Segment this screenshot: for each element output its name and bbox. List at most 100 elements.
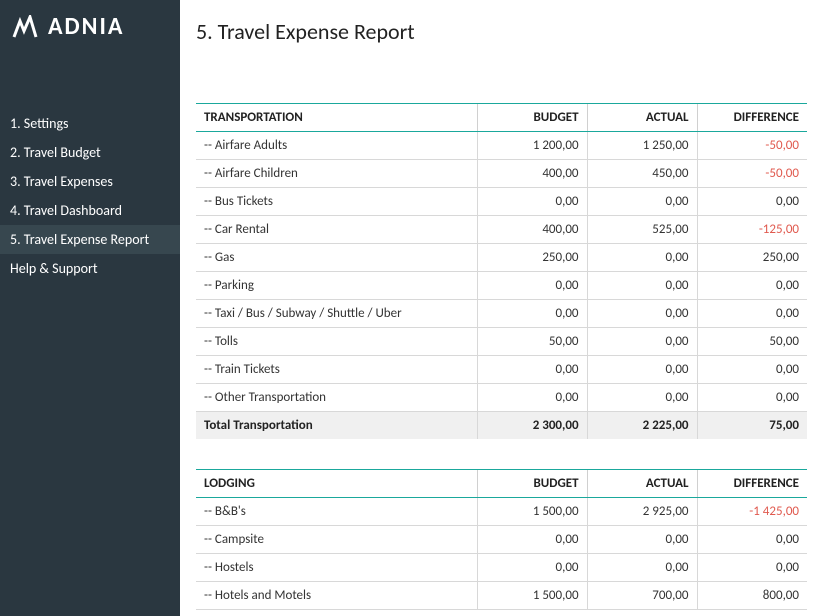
cell-budget: 0,00 (477, 272, 587, 300)
cell-diff: 800,00 (697, 582, 807, 610)
cell-actual: 0,00 (587, 356, 697, 384)
cell-budget: 400,00 (477, 216, 587, 244)
cell-name: -- Train Tickets (196, 356, 477, 384)
cell-actual: 0,00 (587, 244, 697, 272)
expense-table: TRANSPORTATIONBUDGETACTUALDIFFERENCE-- A… (196, 103, 807, 439)
cell-name: -- Airfare Children (196, 160, 477, 188)
cell-actual: 450,00 (587, 160, 697, 188)
cell-actual: 2 925,00 (587, 498, 697, 526)
cell-name: -- Tolls (196, 328, 477, 356)
table-row: -- Hotels and Motels1 500,00700,00800,00 (196, 582, 807, 610)
nav-item-0[interactable]: 1. Settings (0, 109, 180, 138)
cell-diff: 0,00 (697, 554, 807, 582)
cell-actual: 0,00 (587, 188, 697, 216)
cell-budget: 0,00 (477, 554, 587, 582)
cell-actual: 0,00 (587, 300, 697, 328)
cell-name: -- B&B's (196, 498, 477, 526)
section-0: TRANSPORTATIONBUDGETACTUALDIFFERENCE-- A… (196, 103, 807, 439)
total-row: Total Transportation2 300,002 225,0075,0… (196, 412, 807, 440)
table-row: -- Airfare Children400,00450,00-50,00 (196, 160, 807, 188)
col-difference: DIFFERENCE (697, 470, 807, 498)
page-title: 5. Travel Expense Report (196, 18, 807, 45)
cell-actual: 0,00 (587, 384, 697, 412)
cell-actual: 1 250,00 (587, 132, 697, 160)
cell-budget: 0,00 (477, 356, 587, 384)
cell-diff: 0,00 (697, 300, 807, 328)
cell-diff: -50,00 (697, 160, 807, 188)
col-actual: ACTUAL (587, 470, 697, 498)
table-row: -- Bus Tickets0,000,000,00 (196, 188, 807, 216)
cell-budget: 0,00 (477, 384, 587, 412)
cell-name: -- Car Rental (196, 216, 477, 244)
cell-actual: 2 225,00 (587, 412, 697, 440)
table-row: -- Campsite0,000,000,00 (196, 526, 807, 554)
col-category: TRANSPORTATION (196, 104, 477, 132)
cell-budget: 1 500,00 (477, 498, 587, 526)
cell-diff: 0,00 (697, 188, 807, 216)
table-row: -- Tolls50,000,0050,00 (196, 328, 807, 356)
cell-actual: 700,00 (587, 582, 697, 610)
table-row: -- Hostels0,000,000,00 (196, 554, 807, 582)
cell-actual: 0,00 (587, 526, 697, 554)
col-actual: ACTUAL (587, 104, 697, 132)
nav-item-4[interactable]: 5. Travel Expense Report (0, 225, 180, 254)
col-budget: BUDGET (477, 470, 587, 498)
nav-item-2[interactable]: 3. Travel Expenses (0, 167, 180, 196)
nav-item-5[interactable]: Help & Support (0, 254, 180, 283)
nav-item-3[interactable]: 4. Travel Dashboard (0, 196, 180, 225)
table-row: -- Other Transportation0,000,000,00 (196, 384, 807, 412)
cell-name: -- Parking (196, 272, 477, 300)
sidebar: ADNIA 1. Settings2. Travel Budget3. Trav… (0, 0, 180, 616)
main-content: 5. Travel Expense Report TRANSPORTATIONB… (180, 0, 827, 616)
cell-budget: 50,00 (477, 328, 587, 356)
brand-name: ADNIA (48, 12, 124, 41)
cell-name: -- Other Transportation (196, 384, 477, 412)
cell-actual: 0,00 (587, 328, 697, 356)
cell-budget: 0,00 (477, 526, 587, 554)
cell-actual: 0,00 (587, 272, 697, 300)
cell-diff: 0,00 (697, 526, 807, 554)
col-budget: BUDGET (477, 104, 587, 132)
cell-diff: 0,00 (697, 356, 807, 384)
table-row: -- Taxi / Bus / Subway / Shuttle / Uber0… (196, 300, 807, 328)
sidebar-nav: 1. Settings2. Travel Budget3. Travel Exp… (0, 109, 180, 283)
cell-name: -- Taxi / Bus / Subway / Shuttle / Uber (196, 300, 477, 328)
brand-logo: ADNIA (0, 0, 180, 59)
table-row: -- B&B's1 500,002 925,00-1 425,00 (196, 498, 807, 526)
cell-budget: 2 300,00 (477, 412, 587, 440)
cell-diff: -125,00 (697, 216, 807, 244)
cell-budget: 250,00 (477, 244, 587, 272)
cell-actual: 0,00 (587, 554, 697, 582)
table-row: -- Parking0,000,000,00 (196, 272, 807, 300)
table-row: -- Train Tickets0,000,000,00 (196, 356, 807, 384)
logo-icon (10, 15, 40, 39)
expense-table: LODGINGBUDGETACTUALDIFFERENCE-- B&B's1 5… (196, 469, 807, 610)
cell-name: -- Campsite (196, 526, 477, 554)
cell-actual: 525,00 (587, 216, 697, 244)
cell-budget: 400,00 (477, 160, 587, 188)
cell-name: -- Airfare Adults (196, 132, 477, 160)
nav-item-1[interactable]: 2. Travel Budget (0, 138, 180, 167)
cell-name: -- Gas (196, 244, 477, 272)
table-row: -- Gas250,000,00250,00 (196, 244, 807, 272)
col-difference: DIFFERENCE (697, 104, 807, 132)
col-category: LODGING (196, 470, 477, 498)
cell-diff: 50,00 (697, 328, 807, 356)
cell-diff: 0,00 (697, 384, 807, 412)
cell-budget: 0,00 (477, 188, 587, 216)
section-1: LODGINGBUDGETACTUALDIFFERENCE-- B&B's1 5… (196, 469, 807, 610)
cell-name: Total Transportation (196, 412, 477, 440)
cell-diff: -50,00 (697, 132, 807, 160)
cell-diff: 250,00 (697, 244, 807, 272)
cell-name: -- Hotels and Motels (196, 582, 477, 610)
cell-name: -- Bus Tickets (196, 188, 477, 216)
cell-diff: 75,00 (697, 412, 807, 440)
cell-diff: 0,00 (697, 272, 807, 300)
table-row: -- Car Rental400,00525,00-125,00 (196, 216, 807, 244)
cell-name: -- Hostels (196, 554, 477, 582)
cell-budget: 0,00 (477, 300, 587, 328)
table-row: -- Airfare Adults1 200,001 250,00-50,00 (196, 132, 807, 160)
cell-budget: 1 200,00 (477, 132, 587, 160)
cell-diff: -1 425,00 (697, 498, 807, 526)
cell-budget: 1 500,00 (477, 582, 587, 610)
